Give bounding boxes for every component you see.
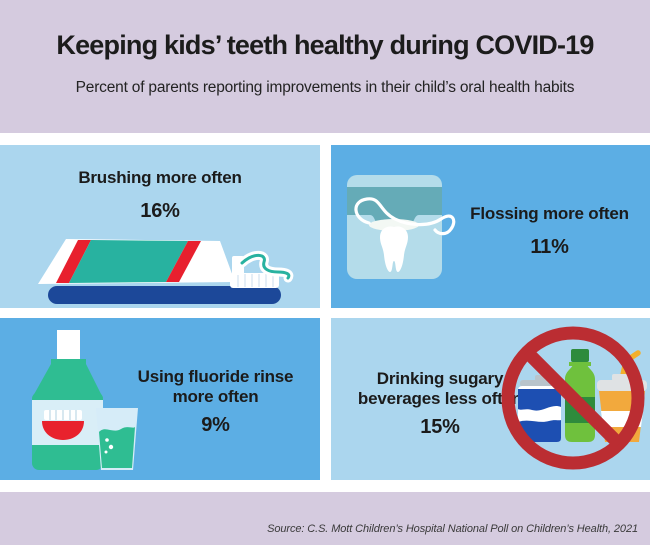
- panel-label: Brushing more often: [78, 168, 242, 187]
- panel-sugary: Drinking sugary beverages less often 15%: [331, 318, 650, 480]
- no-sugary-drinks-icon: [501, 326, 647, 470]
- source-credit: Source: C.S. Mott Children’s Hospital Na…: [267, 523, 638, 535]
- panel-label: Flossing more often: [470, 204, 629, 223]
- panel-value: 11%: [530, 236, 569, 258]
- page-subtitle: Percent of parents reporting improvement…: [75, 79, 575, 96]
- panel-label: Drinking sugary beverages less often: [357, 369, 523, 408]
- panel-value: 9%: [201, 414, 230, 436]
- panel-brushing: Brushing more often 16%: [0, 145, 320, 308]
- toothpaste-toothbrush-icon: [38, 239, 294, 304]
- panel-fluoride: Using fluoride rinse more often 9%: [0, 318, 320, 480]
- panel-value: 16%: [140, 200, 180, 222]
- page-title: Keeping kids’ teeth healthy during COVID…: [56, 30, 594, 60]
- dental-floss-icon: [347, 175, 456, 279]
- header-band: [0, 0, 650, 133]
- panel-label: Using fluoride rinse more often: [137, 367, 294, 406]
- panel-value: 15%: [420, 416, 460, 438]
- mouthwash-glass-icon: [32, 330, 138, 470]
- panel-flossing: Flossing more often 11%: [331, 145, 650, 308]
- footer-band: [0, 492, 650, 545]
